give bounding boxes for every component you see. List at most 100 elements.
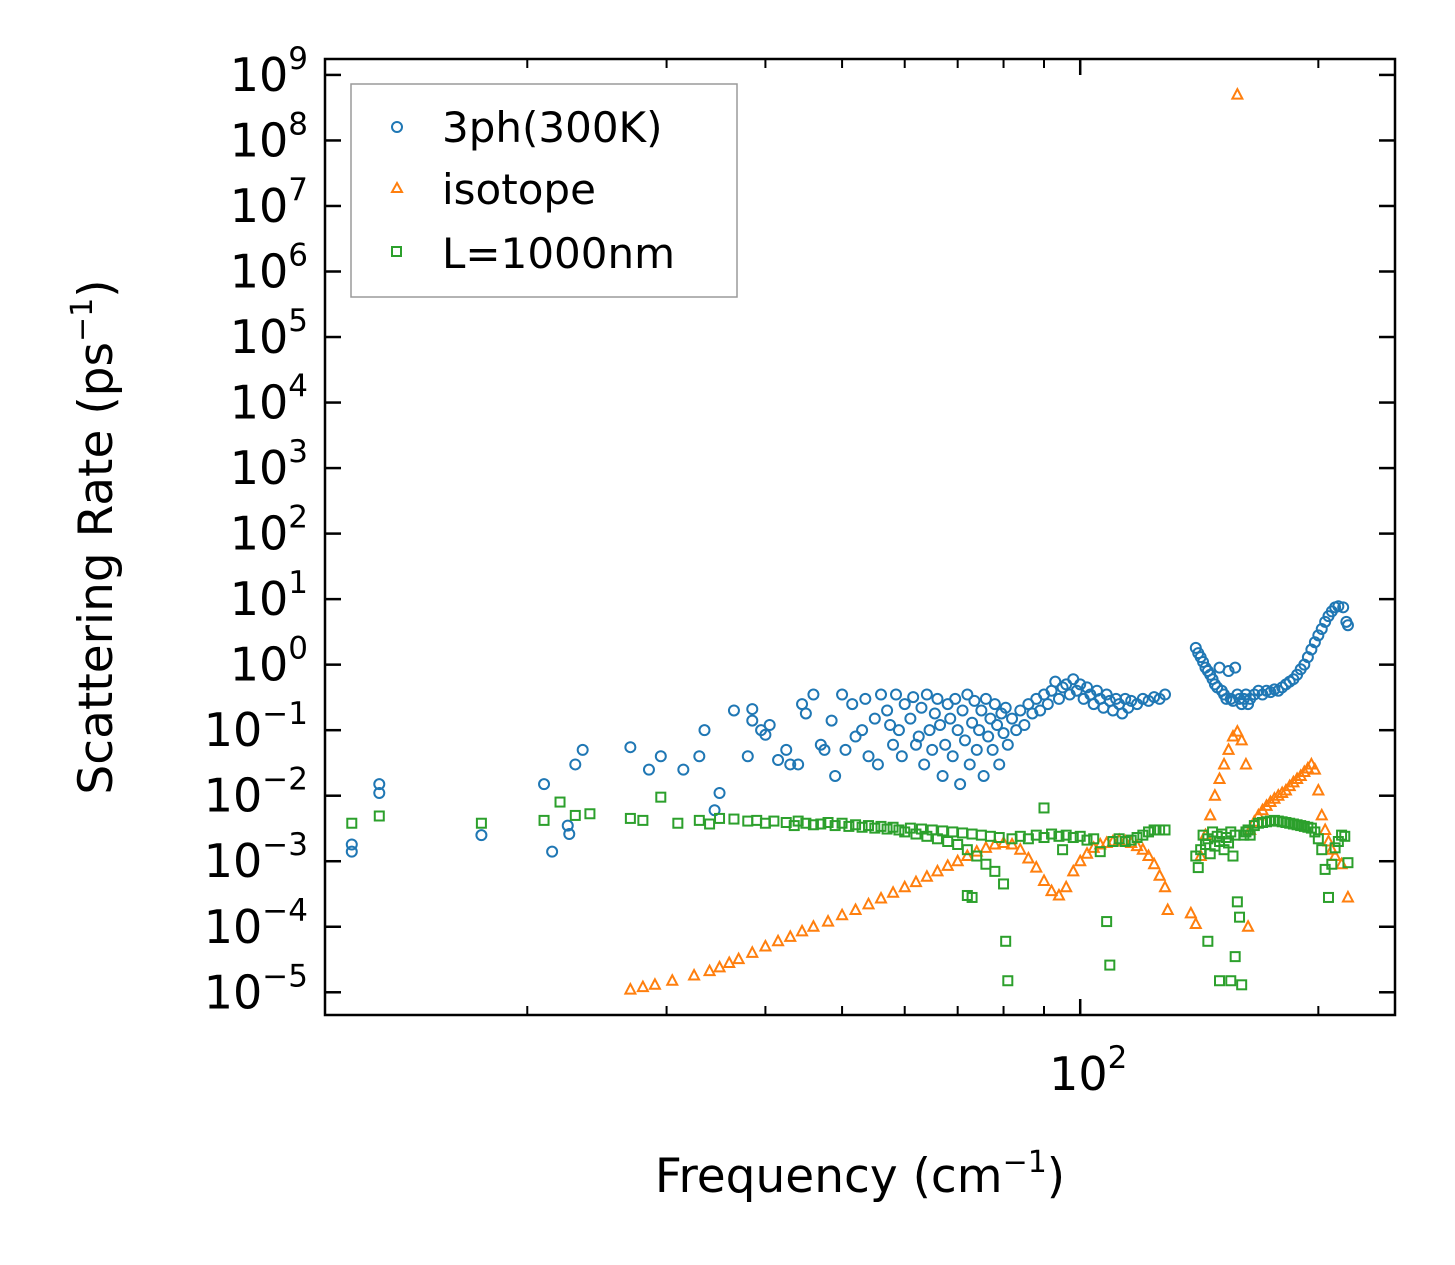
data-point [1225, 975, 1237, 987]
data-point [966, 891, 978, 903]
data-point [1202, 935, 1214, 947]
data-point [941, 858, 955, 871]
legend: 3ph(300K) isotope L=1000nm [350, 83, 738, 298]
data-point [807, 688, 820, 701]
data-point [1339, 830, 1351, 842]
data-point [1119, 836, 1131, 848]
data-point [1322, 891, 1334, 903]
data-point [1214, 975, 1226, 987]
data-point [973, 724, 986, 737]
data-point [687, 967, 701, 981]
data-point [642, 763, 655, 776]
data-point [1203, 807, 1217, 821]
data-point [829, 820, 841, 832]
data-point [373, 810, 385, 822]
data-point [875, 688, 888, 701]
data-point [907, 691, 920, 704]
data-point [836, 817, 848, 829]
data-point [1107, 836, 1119, 848]
data-point [1312, 833, 1324, 845]
data-point [1049, 675, 1062, 688]
data-point [951, 724, 964, 737]
data-point [1329, 842, 1341, 854]
data-point [1304, 756, 1319, 770]
data-point [898, 698, 911, 711]
data-point [915, 701, 928, 714]
data-point [1057, 844, 1069, 856]
data-point [373, 778, 386, 791]
data-point [1208, 678, 1221, 691]
data-point [693, 814, 705, 826]
data-point [731, 951, 746, 965]
data-point [934, 718, 947, 731]
plot-frame [323, 57, 1397, 1017]
x-axis-label: Frequency (cm−1) [655, 1145, 1065, 1204]
data-point [890, 688, 903, 701]
data-point [1014, 704, 1027, 717]
data-point [993, 758, 1006, 771]
data-point [654, 750, 667, 763]
data-point [475, 829, 488, 842]
data-point [1184, 905, 1198, 919]
data-point [563, 828, 576, 841]
data-point [1192, 862, 1204, 874]
data-point [1000, 935, 1012, 947]
data-point [859, 692, 872, 705]
data-point [821, 913, 835, 927]
data-point [846, 698, 859, 711]
data-point [677, 763, 690, 776]
data-point [693, 750, 706, 763]
data-point [875, 820, 887, 832]
data-point [893, 824, 905, 836]
y-tick-label: 106 [230, 238, 308, 299]
data-point [648, 977, 662, 990]
data-point [1305, 643, 1318, 656]
data-point [704, 818, 716, 830]
data-point [1341, 619, 1354, 632]
data-point [904, 822, 916, 834]
data-point [1018, 718, 1031, 731]
data-point [1208, 788, 1222, 801]
data-point [783, 929, 797, 942]
data-point [920, 869, 934, 882]
data-point [898, 879, 912, 893]
data-point [1073, 853, 1087, 867]
data-point [1147, 856, 1161, 870]
data-point [1067, 673, 1080, 686]
data-point [576, 743, 589, 756]
data-point [637, 814, 649, 826]
data-point [1044, 883, 1059, 897]
data-point [624, 812, 636, 824]
data-point [713, 786, 726, 799]
data-point [928, 707, 941, 720]
data-point [1026, 707, 1039, 720]
data-point [829, 769, 842, 782]
data-point [806, 919, 821, 932]
data-point [836, 688, 849, 701]
data-point [1241, 919, 1255, 932]
data-point [936, 769, 949, 782]
data-point [1159, 688, 1172, 701]
data-point [373, 786, 386, 799]
data-point [999, 701, 1012, 714]
data-point [1220, 692, 1233, 705]
data-point [886, 885, 900, 898]
data-point [1337, 601, 1350, 614]
data-point [861, 896, 876, 910]
data-point [909, 874, 923, 888]
data-point [746, 703, 759, 716]
data-point [979, 840, 993, 853]
data-point [988, 698, 1001, 711]
data-point [975, 829, 987, 841]
data-point [887, 738, 900, 751]
data-point [1321, 833, 1336, 847]
axis-ticks [325, 59, 1395, 1015]
data-point [1342, 857, 1354, 869]
y-tick-label: 10−4 [204, 893, 308, 954]
data-point [1234, 911, 1246, 923]
legend-marker-triangle [390, 180, 404, 193]
data-point [1116, 707, 1129, 720]
data-point [759, 728, 772, 741]
y-tick-label: 104 [230, 369, 308, 430]
data-point [986, 743, 999, 756]
